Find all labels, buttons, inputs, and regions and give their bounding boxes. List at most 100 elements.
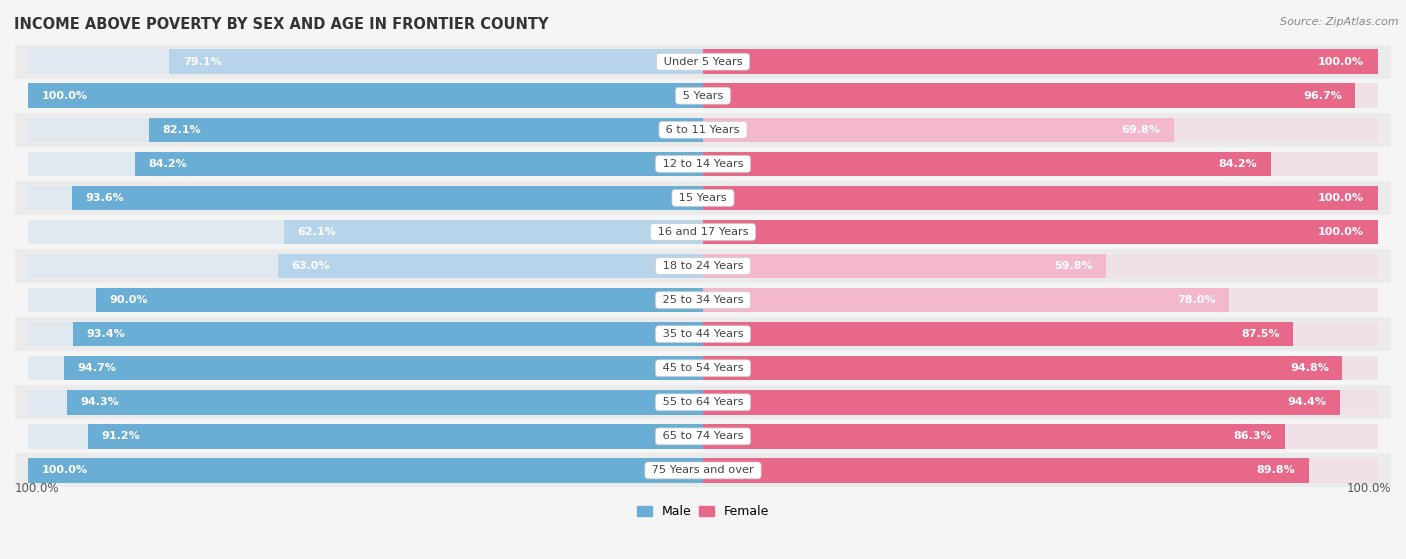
Text: 87.5%: 87.5%: [1241, 329, 1279, 339]
Text: 100.0%: 100.0%: [1347, 482, 1391, 495]
Bar: [28, 220, 703, 244]
Text: 100.0%: 100.0%: [1317, 227, 1364, 237]
Text: Source: ZipAtlas.com: Source: ZipAtlas.com: [1281, 17, 1399, 27]
Text: 35 to 44 Years: 35 to 44 Years: [659, 329, 747, 339]
Bar: [170, 49, 703, 74]
Bar: [703, 117, 1174, 142]
Bar: [703, 151, 1378, 176]
Bar: [15, 385, 1391, 419]
Bar: [703, 424, 1285, 449]
Legend: Male, Female: Male, Female: [631, 500, 775, 523]
Text: 100.0%: 100.0%: [15, 482, 59, 495]
Bar: [15, 79, 1391, 113]
Text: 75 Years and over: 75 Years and over: [648, 466, 758, 475]
Bar: [28, 151, 703, 176]
Text: 84.2%: 84.2%: [1219, 159, 1257, 169]
Text: 91.2%: 91.2%: [101, 432, 141, 442]
Text: 6 to 11 Years: 6 to 11 Years: [662, 125, 744, 135]
Text: 18 to 24 Years: 18 to 24 Years: [659, 261, 747, 271]
Bar: [703, 49, 1378, 74]
Text: 63.0%: 63.0%: [291, 261, 330, 271]
Bar: [703, 458, 1378, 482]
Text: 59.8%: 59.8%: [1054, 261, 1092, 271]
Bar: [72, 186, 703, 210]
Text: 89.8%: 89.8%: [1257, 466, 1295, 475]
Text: 62.1%: 62.1%: [298, 227, 336, 237]
Bar: [15, 249, 1391, 283]
Bar: [703, 220, 1378, 244]
Text: 86.3%: 86.3%: [1233, 432, 1271, 442]
Text: 100.0%: 100.0%: [42, 466, 89, 475]
Text: 94.4%: 94.4%: [1288, 397, 1326, 408]
Text: 93.4%: 93.4%: [87, 329, 125, 339]
Text: 100.0%: 100.0%: [1317, 193, 1364, 203]
Text: 82.1%: 82.1%: [163, 125, 201, 135]
Text: 100.0%: 100.0%: [42, 91, 89, 101]
Bar: [703, 49, 1378, 74]
Bar: [28, 288, 703, 312]
Bar: [703, 186, 1378, 210]
Bar: [15, 283, 1391, 317]
Bar: [703, 151, 1271, 176]
Bar: [15, 419, 1391, 453]
Bar: [28, 322, 703, 347]
Bar: [703, 117, 1378, 142]
Bar: [703, 83, 1355, 108]
Text: 15 Years: 15 Years: [675, 193, 731, 203]
Text: 12 to 14 Years: 12 to 14 Years: [659, 159, 747, 169]
Text: 100.0%: 100.0%: [1317, 56, 1364, 67]
Text: 78.0%: 78.0%: [1177, 295, 1216, 305]
Bar: [15, 453, 1391, 487]
Bar: [15, 147, 1391, 181]
Text: 79.1%: 79.1%: [183, 56, 222, 67]
Bar: [703, 186, 1378, 210]
Bar: [278, 254, 703, 278]
Text: 45 to 54 Years: 45 to 54 Years: [659, 363, 747, 373]
Text: 65 to 74 Years: 65 to 74 Years: [659, 432, 747, 442]
Bar: [703, 458, 1309, 482]
Bar: [703, 356, 1343, 381]
Text: 90.0%: 90.0%: [110, 295, 148, 305]
Bar: [28, 186, 703, 210]
Text: 93.6%: 93.6%: [86, 193, 124, 203]
Bar: [703, 288, 1229, 312]
Bar: [703, 390, 1340, 415]
Bar: [28, 83, 703, 108]
Bar: [28, 356, 703, 381]
Bar: [28, 254, 703, 278]
Bar: [28, 49, 703, 74]
Bar: [703, 288, 1378, 312]
Bar: [28, 458, 703, 482]
Text: 94.8%: 94.8%: [1291, 363, 1329, 373]
Bar: [73, 322, 703, 347]
Text: INCOME ABOVE POVERTY BY SEX AND AGE IN FRONTIER COUNTY: INCOME ABOVE POVERTY BY SEX AND AGE IN F…: [14, 17, 548, 32]
Bar: [703, 356, 1378, 381]
Text: 84.2%: 84.2%: [149, 159, 187, 169]
Text: 25 to 34 Years: 25 to 34 Years: [659, 295, 747, 305]
Bar: [15, 45, 1391, 79]
Bar: [28, 424, 703, 449]
Bar: [96, 288, 703, 312]
Bar: [15, 317, 1391, 351]
Bar: [149, 117, 703, 142]
Bar: [703, 220, 1378, 244]
Bar: [28, 83, 703, 108]
Bar: [135, 151, 703, 176]
Bar: [28, 390, 703, 415]
Bar: [15, 215, 1391, 249]
Bar: [703, 83, 1378, 108]
Bar: [28, 458, 703, 482]
Text: 55 to 64 Years: 55 to 64 Years: [659, 397, 747, 408]
Text: 94.7%: 94.7%: [77, 363, 117, 373]
Bar: [65, 356, 703, 381]
Bar: [28, 117, 703, 142]
Bar: [87, 424, 703, 449]
Bar: [703, 424, 1378, 449]
Bar: [15, 113, 1391, 147]
Bar: [67, 390, 703, 415]
Bar: [15, 351, 1391, 385]
Bar: [703, 254, 1378, 278]
Bar: [15, 181, 1391, 215]
Bar: [703, 390, 1378, 415]
Bar: [703, 254, 1107, 278]
